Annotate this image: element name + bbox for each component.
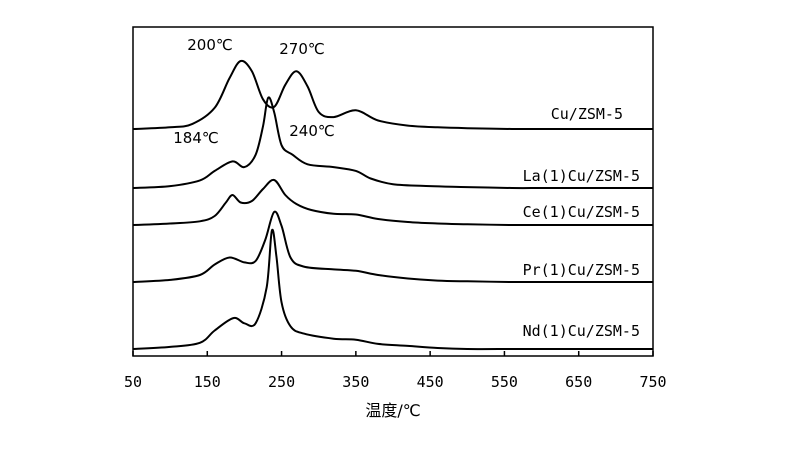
series-label-4: Pr(1)Cu/ZSM-5 xyxy=(523,261,640,279)
peak-annotation: 270℃ xyxy=(279,40,324,58)
series-line-2 xyxy=(132,96,653,190)
x-tick-label: 50 xyxy=(124,373,142,391)
series-label-2: La(1)Cu/ZSM-5 xyxy=(523,167,640,185)
plot-frame xyxy=(132,26,654,357)
series-label-5: Nd(1)Cu/ZSM-5 xyxy=(523,322,640,340)
peak-annotation: 184℃ xyxy=(173,129,218,147)
x-axis-ticks: 50 150 250 350 450 550 650 750 xyxy=(124,351,667,391)
peak-annotation: 200℃ xyxy=(187,36,232,54)
x-tick-label: 550 xyxy=(491,373,518,391)
peak-annotation: 240℃ xyxy=(289,122,334,140)
series-label-1: Cu/ZSM-5 xyxy=(551,105,623,123)
x-axis-label: 温度/℃ xyxy=(365,401,420,420)
series-line-1 xyxy=(132,59,653,131)
series-line-4 xyxy=(132,210,653,284)
series-labels: Cu/ZSM-5 La(1)Cu/ZSM-5 Ce(1)Cu/ZSM-5 Pr(1)C… xyxy=(523,105,640,340)
peak-labels: 200℃ 270℃ 184℃ 240℃ xyxy=(173,36,334,147)
x-tick-label: 250 xyxy=(268,373,295,391)
x-tick-label: 650 xyxy=(565,373,592,391)
x-tick-label: 150 xyxy=(194,373,221,391)
series-curves xyxy=(132,59,653,351)
series-line-5 xyxy=(132,228,653,351)
x-tick-label: 750 xyxy=(639,373,666,391)
series-label-3: Ce(1)Cu/ZSM-5 xyxy=(523,203,640,221)
series-line-3 xyxy=(132,178,653,227)
x-tick-label: 350 xyxy=(342,373,369,391)
x-tick-label: 450 xyxy=(417,373,444,391)
